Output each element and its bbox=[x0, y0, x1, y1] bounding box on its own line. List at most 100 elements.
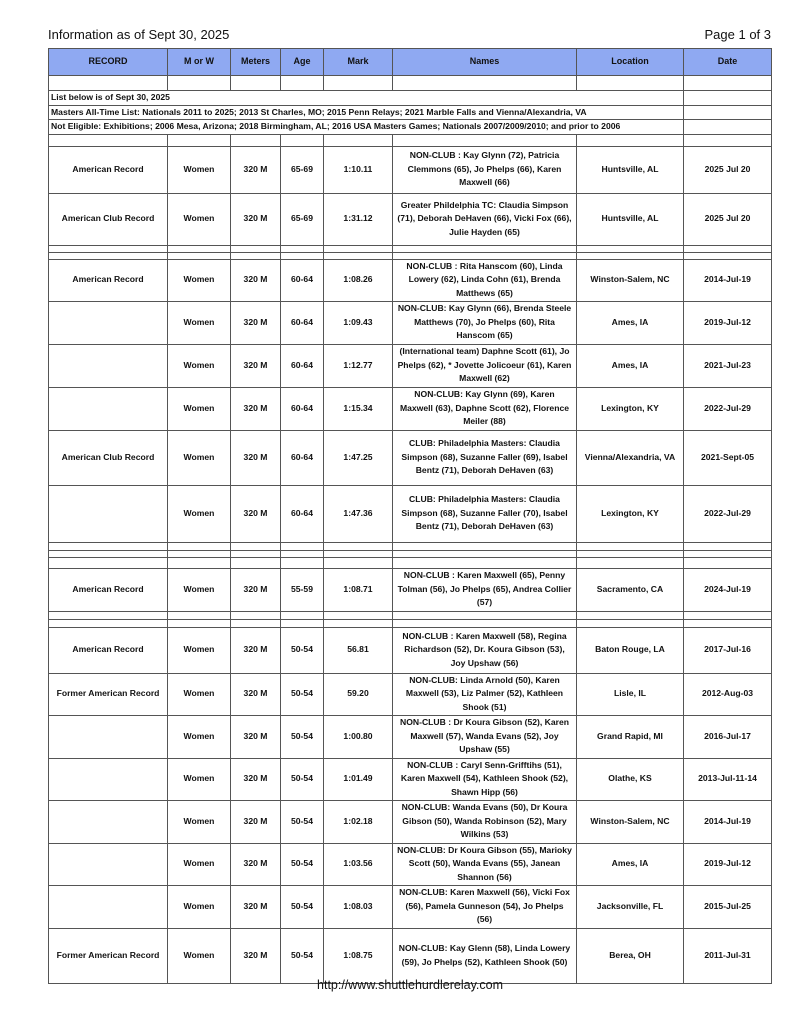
empty-cell bbox=[323, 549, 393, 558]
empty-cell bbox=[167, 556, 231, 569]
cell-record bbox=[48, 842, 168, 886]
table-row: American Record Women 320 M 50-54 56.81 NON-C… bbox=[48, 626, 772, 674]
cell-names: NON-CLUB : Kay Glynn (72), Patricia Clem… bbox=[392, 145, 577, 194]
empty-cell bbox=[280, 556, 324, 569]
empty-cell bbox=[576, 244, 684, 253]
spacer-row bbox=[48, 541, 772, 551]
empty-cell bbox=[48, 251, 168, 260]
cell-meters: 320 M bbox=[230, 567, 281, 612]
cell-gender: Women bbox=[167, 626, 231, 674]
column-header-meters: Meters bbox=[230, 48, 281, 76]
cell-date: 2019-Jul-12 bbox=[683, 300, 772, 345]
cell-date: 2013-Jul-11-14 bbox=[683, 757, 772, 801]
empty-cell bbox=[392, 541, 577, 551]
table-row: American Club Record Women 320 M 60-64 1:47.… bbox=[48, 429, 772, 486]
empty-cell bbox=[48, 610, 168, 620]
cell-location: Olathe, KS bbox=[576, 757, 684, 801]
empty-cell bbox=[392, 75, 577, 91]
empty-cell bbox=[323, 244, 393, 253]
cell-meters: 320 M bbox=[230, 145, 281, 194]
cell-record: American Club Record bbox=[48, 429, 168, 486]
empty-cell bbox=[48, 556, 168, 569]
empty-cell bbox=[683, 119, 772, 135]
table-row: Former American Record Women 320 M 50-54 59.… bbox=[48, 672, 772, 716]
table-row: American Club Record Women 320 M 65-69 1:31.… bbox=[48, 192, 772, 246]
cell-location: Jacksonville, FL bbox=[576, 884, 684, 929]
empty-cell bbox=[167, 549, 231, 558]
cell-mark: 1:01.49 bbox=[323, 757, 393, 801]
cell-location: Berea, OH bbox=[576, 927, 684, 984]
cell-names: NON-CLUB: Dr Koura Gibson (55), Marioky … bbox=[392, 842, 577, 886]
note-text: List below is of Sept 30, 2025 bbox=[48, 90, 684, 106]
cell-gender: Women bbox=[167, 192, 231, 246]
cell-age: 60-64 bbox=[280, 300, 324, 345]
cell-gender: Women bbox=[167, 386, 231, 431]
cell-meters: 320 M bbox=[230, 192, 281, 246]
table-row: American Record Women 320 M 65-69 1:10.11 NON… bbox=[48, 145, 772, 194]
records-table: RECORD M or W Meters Age Mark Names Location Da… bbox=[48, 48, 772, 984]
cell-mark: 1:02.18 bbox=[323, 799, 393, 844]
cell-gender: Women bbox=[167, 714, 231, 759]
empty-cell bbox=[280, 610, 324, 620]
empty-cell bbox=[167, 618, 231, 628]
cell-gender: Women bbox=[167, 484, 231, 543]
cell-date: 2015-Jul-25 bbox=[683, 884, 772, 929]
empty-cell bbox=[323, 610, 393, 620]
cell-record: American Record bbox=[48, 567, 168, 612]
cell-meters: 320 M bbox=[230, 884, 281, 929]
footer-url[interactable]: http://www.shuttlehurdlerelay.com bbox=[317, 978, 503, 992]
cell-mark: 56.81 bbox=[323, 626, 393, 674]
cell-record bbox=[48, 799, 168, 844]
cell-gender: Women bbox=[167, 343, 231, 388]
cell-names: CLUB: Philadelphia Masters: Claudia Simp… bbox=[392, 484, 577, 543]
cell-names: NON-CLUB: Karen Maxwell (56), Vicki Fox … bbox=[392, 884, 577, 929]
cell-names: CLUB: Philadelphia Masters: Claudia Simp… bbox=[392, 429, 577, 486]
cell-age: 55-59 bbox=[280, 567, 324, 612]
cell-location: Ames, IA bbox=[576, 300, 684, 345]
empty-cell bbox=[576, 251, 684, 260]
cell-age: 50-54 bbox=[280, 626, 324, 674]
cell-location: Lexington, KY bbox=[576, 484, 684, 543]
column-header-record: RECORD bbox=[48, 48, 168, 76]
note-row: Not Eligible: Exhibitions; 2006 Mesa, Ar… bbox=[48, 119, 772, 135]
cell-record bbox=[48, 884, 168, 929]
empty-cell bbox=[323, 541, 393, 551]
empty-cell bbox=[392, 133, 577, 147]
cell-mark: 1:09.43 bbox=[323, 300, 393, 345]
empty-cell bbox=[48, 549, 168, 558]
cell-mark: 1:08.71 bbox=[323, 567, 393, 612]
empty-cell bbox=[280, 244, 324, 253]
empty-cell bbox=[576, 133, 684, 147]
empty-cell bbox=[683, 556, 772, 569]
cell-mark: 1:47.36 bbox=[323, 484, 393, 543]
empty-cell bbox=[280, 549, 324, 558]
cell-meters: 320 M bbox=[230, 300, 281, 345]
cell-location: Winston-Salem, NC bbox=[576, 258, 684, 302]
cell-names: NON-CLUB : Rita Hanscom (60), Linda Lowe… bbox=[392, 258, 577, 302]
cell-record bbox=[48, 484, 168, 543]
cell-mark: 59.20 bbox=[323, 672, 393, 716]
spacer-row bbox=[48, 133, 772, 147]
table-row: Women 320 M 60-64 1:12.77 (International tea… bbox=[48, 343, 772, 388]
empty-cell bbox=[48, 618, 168, 628]
empty-cell bbox=[167, 133, 231, 147]
empty-cell bbox=[683, 244, 772, 253]
empty-cell bbox=[230, 244, 281, 253]
empty-cell bbox=[576, 618, 684, 628]
cell-mark: 1:10.11 bbox=[323, 145, 393, 194]
cell-names: NON-CLUB : Dr Koura Gibson (52), Karen M… bbox=[392, 714, 577, 759]
table-row: Women 320 M 50-54 1:02.18 NON-CLUB: Wanda Ev… bbox=[48, 799, 772, 844]
spacer-row bbox=[48, 251, 772, 260]
cell-record bbox=[48, 386, 168, 431]
note-row: List below is of Sept 30, 2025 bbox=[48, 90, 772, 106]
cell-names: (International team) Daphne Scott (61), … bbox=[392, 343, 577, 388]
empty-cell bbox=[230, 618, 281, 628]
spacer-row bbox=[48, 610, 772, 620]
cell-age: 60-64 bbox=[280, 429, 324, 486]
cell-names: NON-CLUB: Kay Glenn (58), Linda Lowery (… bbox=[392, 927, 577, 984]
cell-gender: Women bbox=[167, 927, 231, 984]
empty-cell bbox=[323, 556, 393, 569]
cell-names: NON-CLUB : Caryl Senn-Grifftihs (51), Ka… bbox=[392, 757, 577, 801]
cell-names: NON-CLUB: Kay Glynn (66), Brenda Steele … bbox=[392, 300, 577, 345]
empty-cell bbox=[48, 75, 168, 91]
